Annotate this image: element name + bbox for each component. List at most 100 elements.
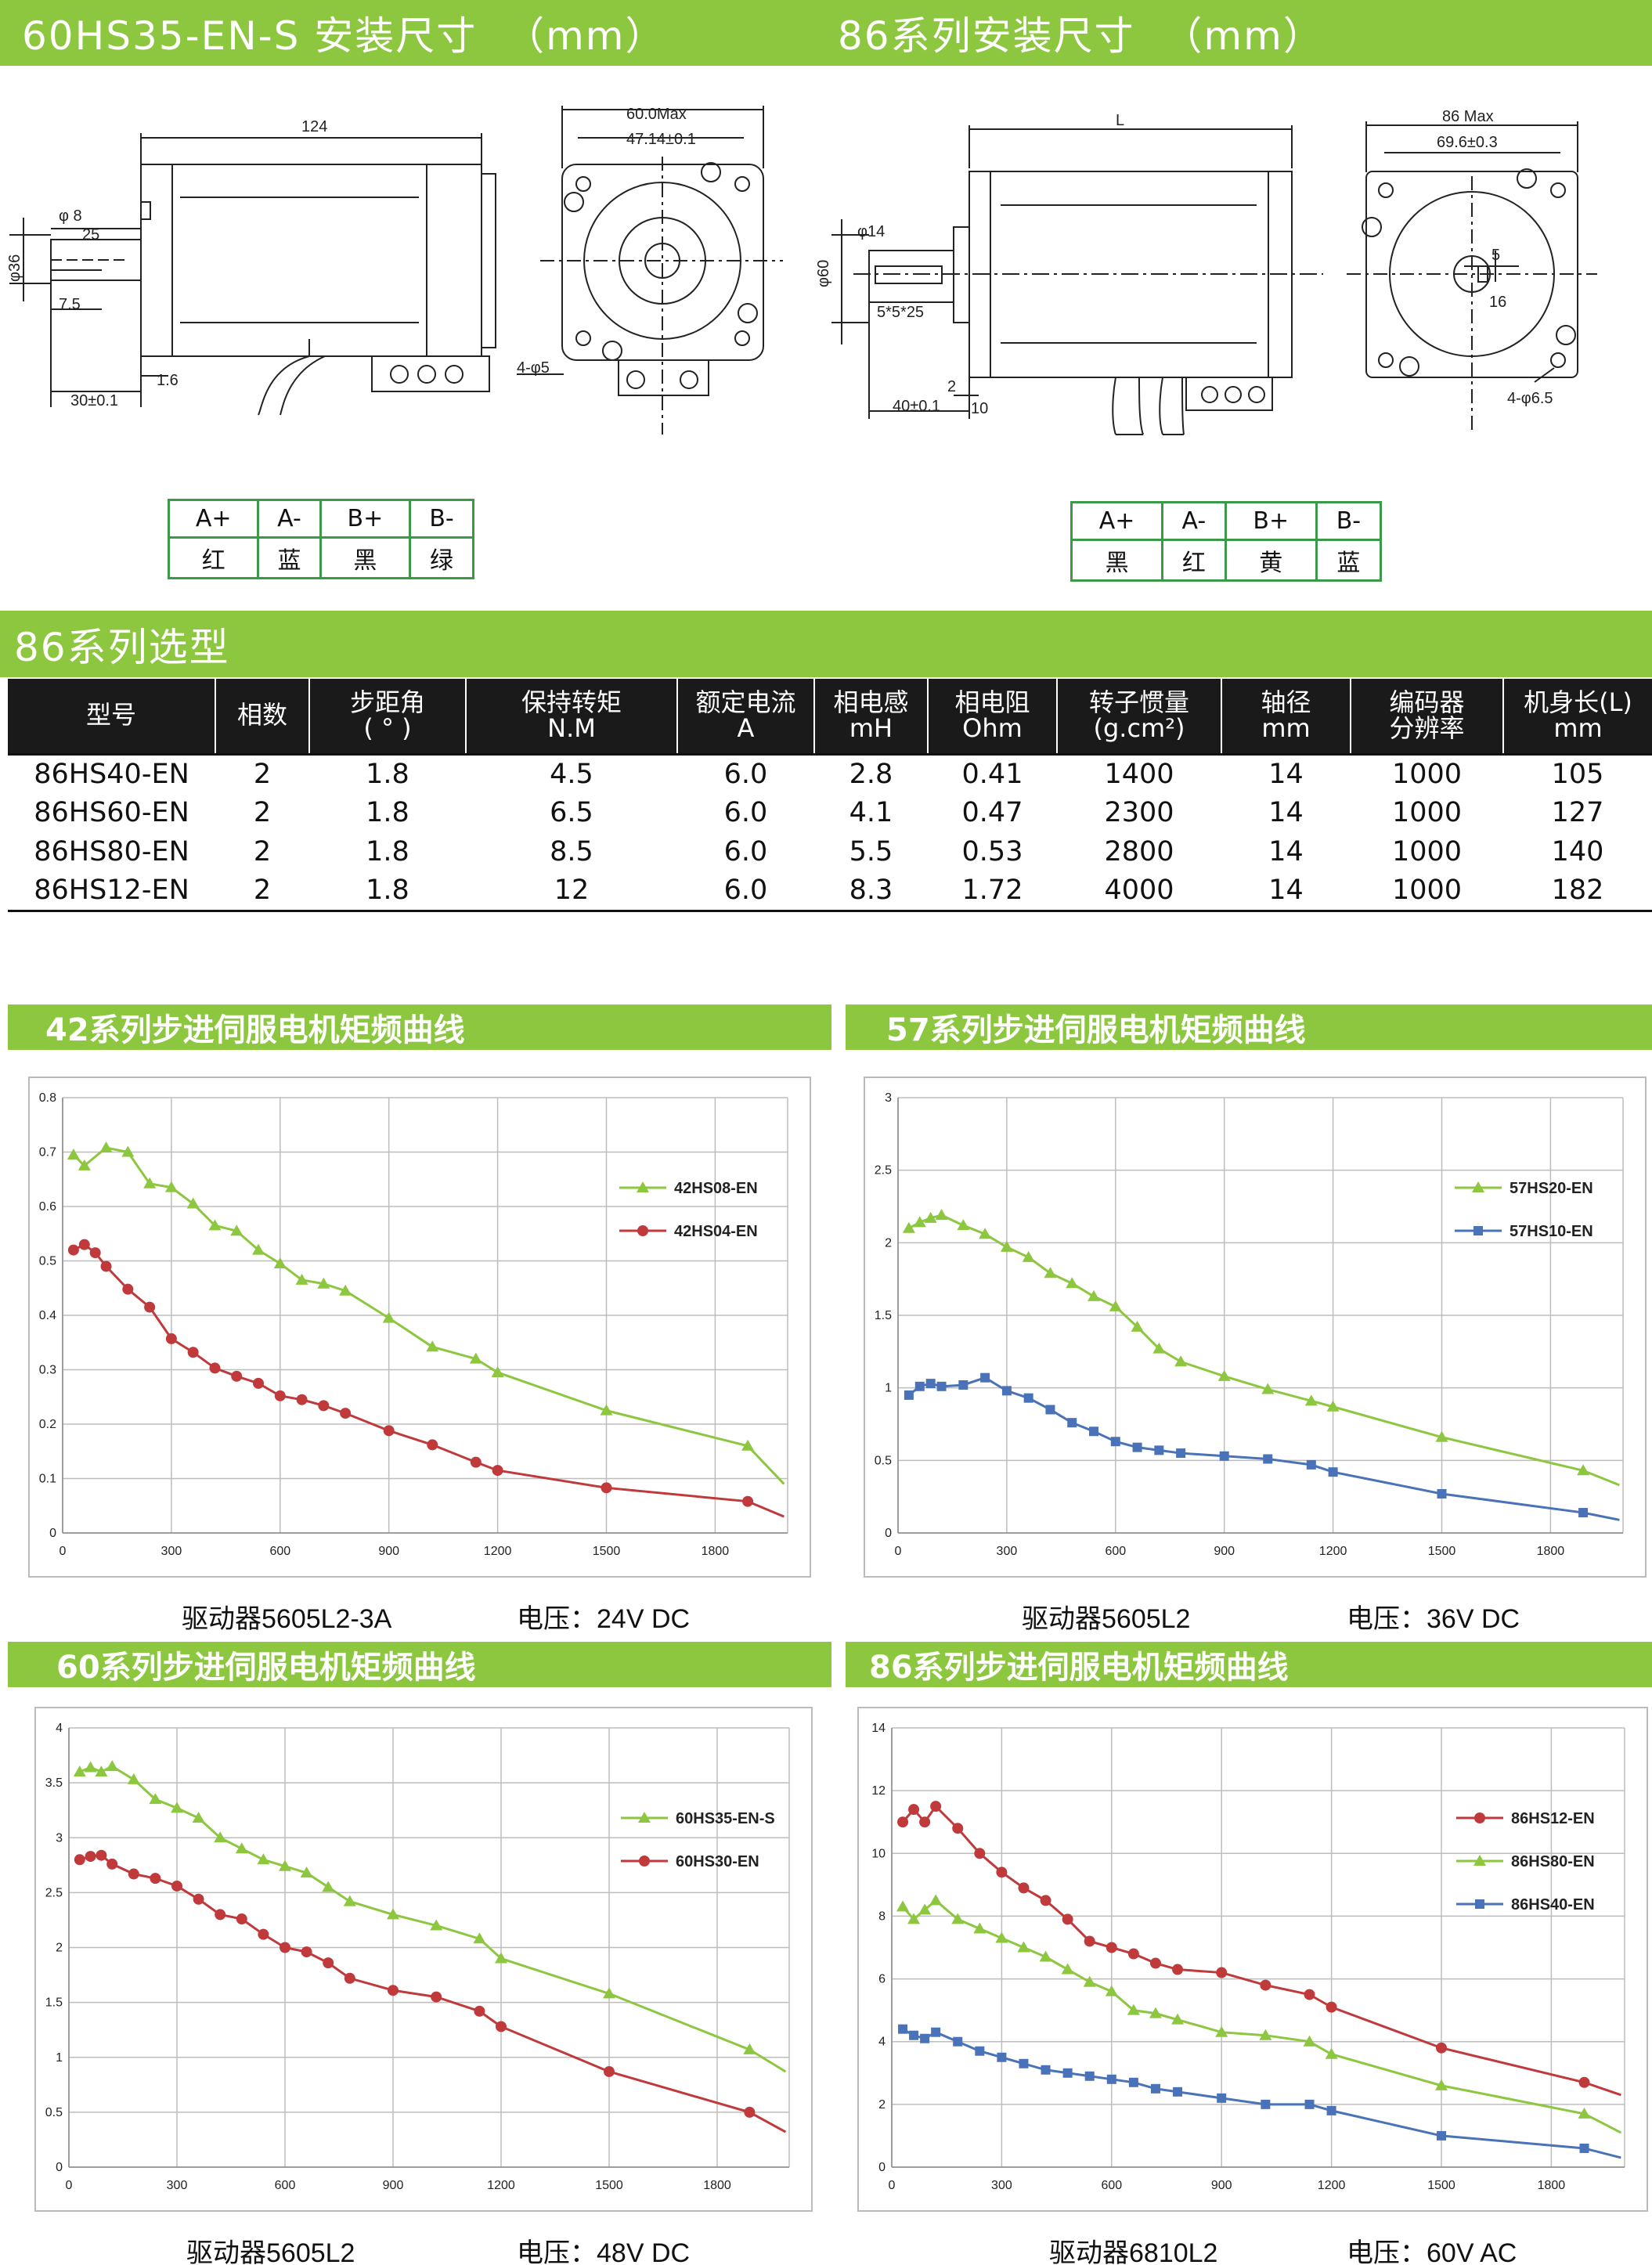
dim-60-shaft-dia: φ 8 — [59, 207, 82, 225]
data-point — [980, 1372, 990, 1383]
dim-86-step: 10 — [971, 400, 988, 417]
series-line — [79, 1765, 787, 2073]
data-point — [1261, 2099, 1271, 2109]
x-tick-label: 900 — [383, 2179, 404, 2192]
x-tick-label: 300 — [991, 2179, 1012, 2192]
selection-table: 型号 相数 步距角( ° ) 保持转矩 N.M 额定电流 A 相电感 mH 相电阻 Ohm 转子惯量(… — [8, 679, 1652, 912]
legend-label: 57HS10-EN — [1510, 1223, 1593, 1240]
series-60HS30-EN — [74, 1849, 787, 2133]
data-point — [1326, 1400, 1340, 1412]
color-b-plus: 黄 — [1224, 539, 1318, 582]
data-point — [296, 1394, 308, 1405]
data-point — [1436, 2042, 1447, 2054]
y-tick-label: 0 — [878, 2161, 886, 2174]
data-point — [274, 1390, 286, 1401]
data-point — [253, 1377, 265, 1389]
data-point — [388, 1985, 399, 1996]
data-point — [1219, 1451, 1229, 1461]
data-point — [67, 1148, 80, 1160]
table-cell: 1400 — [1057, 752, 1221, 793]
x-tick-label: 1800 — [1537, 1545, 1565, 1558]
data-point — [100, 1261, 112, 1272]
table-row: 86HS60-EN 2 1.8 6.5 6.0 4.1 0.47 2300 14 1000 127 — [8, 793, 1652, 832]
legend-item: 86HS12-EN — [1456, 1810, 1595, 1827]
y-tick-label: 0.4 — [39, 1309, 56, 1322]
chart-title-86: 86系列步进伺服电机矩频曲线 — [869, 1650, 1289, 1686]
data-point — [897, 1816, 909, 1828]
data-point — [474, 2005, 485, 2017]
chart-86: 0 2 4 6 8 10 12 14 0 300 600 900 1200 1500 1800 86HS12-… — [871, 1722, 1625, 2192]
data-point — [975, 2046, 985, 2056]
column-header-line: 步距角 — [349, 687, 425, 717]
model-cell: 86HS12-EN — [8, 871, 215, 912]
data-point — [604, 2065, 615, 2077]
column-header-line: 转子惯量 — [1088, 687, 1189, 717]
data-point — [1083, 1975, 1096, 1987]
data-point — [1001, 1386, 1012, 1396]
series-86HS12-EN — [897, 1801, 1621, 2097]
legend-label: 60HS30-EN — [676, 1853, 759, 1870]
data-point — [1579, 2143, 1589, 2153]
dim-60-flat: 7.5 — [59, 296, 81, 313]
data-point — [898, 2024, 908, 2034]
column-header: 机身长(L) mm — [1503, 679, 1652, 754]
drawing-86-side-view — [831, 125, 1323, 435]
data-point — [1040, 1895, 1051, 1906]
y-tick-label: 0 — [49, 1527, 56, 1540]
dim-86-max: 86 Max — [1442, 108, 1494, 125]
data-point — [143, 1177, 157, 1188]
y-tick-label: 10 — [871, 1847, 886, 1860]
color-b-minus: 蓝 — [1315, 539, 1383, 582]
dim-86-shaft-ext: 40±0.1 — [893, 398, 940, 415]
dim-86-flange: 2 — [947, 378, 956, 395]
column-header-line: A — [737, 713, 755, 744]
data-point — [1474, 1812, 1485, 1823]
data-point — [121, 1145, 135, 1157]
table-cell: 105 — [1503, 752, 1652, 793]
data-point — [907, 1913, 921, 1924]
data-point — [252, 1243, 265, 1255]
data-point — [171, 1802, 183, 1813]
data-point — [1023, 1393, 1033, 1403]
column-header-line: ( ° ) — [363, 713, 412, 744]
legend-item: 57HS20-EN — [1455, 1180, 1593, 1197]
data-point — [1306, 1459, 1316, 1470]
data-point — [300, 1866, 313, 1878]
y-tick-label: 3 — [885, 1091, 892, 1105]
drawing-60-front-view — [517, 106, 783, 435]
table-header-row: 型号 相数 步距角( ° ) 保持转矩 N.M 额定电流 A 相电感 mH 相电阻 Ohm 转子惯量(… — [8, 679, 1652, 754]
column-header: 编码器 分辨率 — [1351, 679, 1504, 754]
data-point — [339, 1284, 352, 1296]
data-point — [600, 1404, 613, 1416]
header-title-86: 86系列安装尺寸 （mm） — [838, 13, 1324, 59]
y-tick-label: 0 — [56, 2161, 63, 2174]
data-point — [951, 1913, 965, 1924]
data-point — [1128, 2077, 1138, 2087]
pin-a-minus: A- — [257, 499, 322, 539]
color-a-plus: 红 — [167, 536, 260, 579]
caption-driver-86: 驱动器6810L2 — [1049, 2238, 1218, 2265]
data-point — [1578, 2076, 1590, 2088]
data-point — [637, 1225, 648, 1236]
data-point — [127, 1773, 140, 1784]
drawing-60-side-view — [9, 133, 496, 416]
column-header-line: 相电阻 — [954, 687, 1030, 717]
series-42HS08-EN — [67, 1141, 785, 1485]
data-point — [340, 1408, 352, 1419]
y-tick-label: 1.5 — [875, 1309, 892, 1322]
data-point — [1061, 1963, 1074, 1975]
table-cell: 0.41 — [928, 752, 1057, 793]
data-point — [896, 1900, 910, 1912]
x-tick-label: 1200 — [484, 1545, 512, 1558]
x-tick-label: 1500 — [593, 1545, 621, 1558]
x-tick-label: 600 — [275, 2179, 296, 2192]
data-point — [742, 1495, 754, 1507]
data-point — [1473, 1855, 1486, 1866]
data-point — [1039, 1950, 1052, 1962]
series-42HS04-EN — [67, 1239, 785, 1518]
data-point — [1172, 1964, 1184, 1975]
dim-60-hole-spacing: 47.14±0.1 — [626, 131, 696, 148]
data-point — [187, 1347, 199, 1358]
x-tick-label: 1800 — [702, 1545, 730, 1558]
data-point — [1437, 1488, 1447, 1499]
